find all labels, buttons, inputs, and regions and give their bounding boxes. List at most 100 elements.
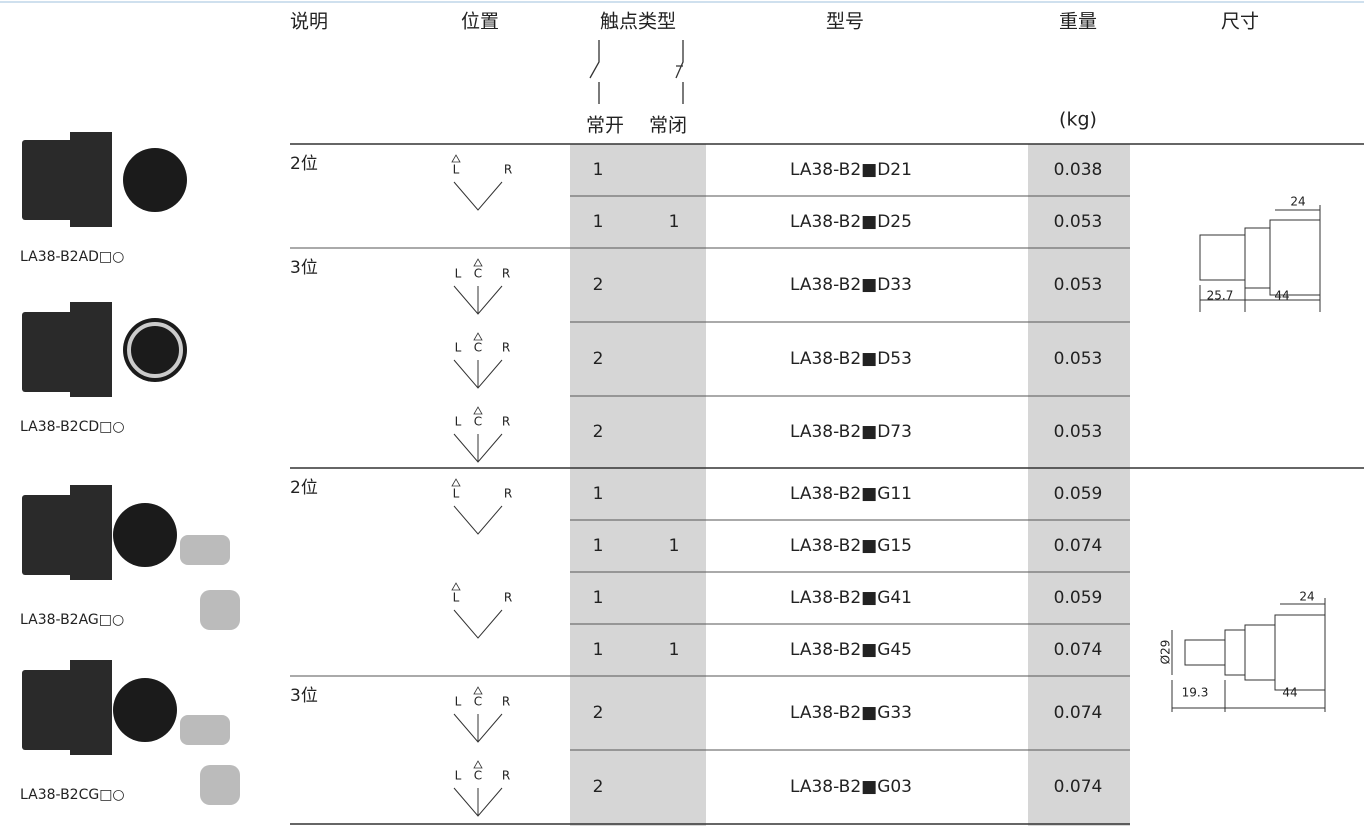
product-images bbox=[22, 132, 240, 805]
description: 2位 bbox=[290, 478, 318, 498]
contact-type: 常闭 bbox=[649, 115, 687, 137]
position-mark bbox=[473, 258, 483, 267]
weight: 0.038 bbox=[1054, 160, 1103, 180]
position-diagram bbox=[453, 713, 503, 743]
contact-symbols bbox=[589, 40, 684, 104]
dimension-label: 24 bbox=[1290, 195, 1305, 209]
product-label: LA38-B2AG□○ bbox=[20, 612, 124, 628]
model: LA38-B2■D21 bbox=[790, 160, 912, 180]
weight: 0.053 bbox=[1054, 422, 1103, 442]
position-label: L bbox=[455, 769, 462, 783]
model: LA38-B2■D73 bbox=[790, 422, 912, 442]
position-label: L bbox=[455, 341, 462, 355]
normally-closed: 1 bbox=[669, 212, 680, 232]
position-label: L bbox=[455, 695, 462, 709]
header: 型号 bbox=[826, 11, 864, 33]
position-label: R bbox=[502, 341, 510, 355]
weight: 0.059 bbox=[1054, 484, 1103, 504]
dimension-label: 44 bbox=[1282, 686, 1297, 700]
weight: 0.074 bbox=[1054, 703, 1103, 723]
position-label: L bbox=[453, 487, 460, 501]
position-mark bbox=[451, 154, 461, 163]
position-label: R bbox=[504, 163, 512, 177]
position-label: R bbox=[504, 487, 512, 501]
position-mark bbox=[451, 478, 461, 487]
position-diagram bbox=[453, 359, 503, 389]
weight: 0.059 bbox=[1054, 588, 1103, 608]
dimension-label: 19.3 bbox=[1182, 686, 1209, 700]
position-mark bbox=[473, 332, 483, 341]
normally-open: 2 bbox=[593, 777, 604, 797]
weight-column-bg bbox=[1028, 144, 1130, 826]
position-diagram bbox=[453, 433, 503, 463]
position-label: C bbox=[474, 695, 482, 709]
model: LA38-B2■G41 bbox=[790, 588, 912, 608]
model: LA38-B2■G11 bbox=[790, 484, 912, 504]
position-label: L bbox=[455, 267, 462, 281]
position-mark bbox=[473, 686, 483, 695]
position-label: R bbox=[502, 415, 510, 429]
position-mark bbox=[473, 760, 483, 769]
contact-type: 常开 bbox=[586, 115, 624, 137]
position-diagram bbox=[453, 787, 503, 817]
model: LA38-B2■D25 bbox=[790, 212, 912, 232]
weight: 0.053 bbox=[1054, 212, 1103, 232]
model: LA38-B2■G45 bbox=[790, 640, 912, 660]
weight-unit: (kg) bbox=[1059, 109, 1097, 131]
model: LA38-B2■G33 bbox=[790, 703, 912, 723]
model: LA38-B2■G15 bbox=[790, 536, 912, 556]
normally-open: 1 bbox=[593, 212, 604, 232]
normally-open: 2 bbox=[593, 703, 604, 723]
header: 触点类型 bbox=[600, 11, 676, 33]
product-label: LA38-B2CD□○ bbox=[20, 419, 125, 435]
dimension-label: 44 bbox=[1274, 289, 1289, 303]
normally-open: 1 bbox=[593, 484, 604, 504]
normally-open: 2 bbox=[593, 275, 604, 295]
normally-open: 1 bbox=[593, 160, 604, 180]
weight: 0.074 bbox=[1054, 536, 1103, 556]
model: LA38-B2■G03 bbox=[790, 777, 912, 797]
position-diagram bbox=[453, 505, 503, 535]
contact-column-bg bbox=[570, 144, 706, 826]
normally-open: 2 bbox=[593, 349, 604, 369]
description: 2位 bbox=[290, 154, 318, 174]
position-label: R bbox=[502, 695, 510, 709]
weight: 0.053 bbox=[1054, 275, 1103, 295]
weight: 0.074 bbox=[1054, 777, 1103, 797]
header: 尺寸 bbox=[1221, 11, 1259, 33]
normally-open: 2 bbox=[593, 422, 604, 442]
position-label: C bbox=[474, 769, 482, 783]
normally-closed: 1 bbox=[669, 536, 680, 556]
position-label: C bbox=[474, 341, 482, 355]
position-label: R bbox=[502, 769, 510, 783]
position-label: L bbox=[455, 415, 462, 429]
dimension-label: Ø29 bbox=[1159, 640, 1173, 665]
description: 3位 bbox=[290, 686, 318, 706]
position-label: C bbox=[474, 267, 482, 281]
dimension-drawings bbox=[1171, 205, 1326, 712]
model: LA38-B2■D53 bbox=[790, 349, 912, 369]
position-mark bbox=[473, 406, 483, 415]
position-label: C bbox=[474, 415, 482, 429]
weight: 0.074 bbox=[1054, 640, 1103, 660]
normally-open: 1 bbox=[593, 640, 604, 660]
product-label: LA38-B2CG□○ bbox=[20, 787, 125, 803]
position-diagram bbox=[453, 609, 503, 639]
header: 说明 bbox=[290, 11, 328, 33]
description: 3位 bbox=[290, 258, 318, 278]
normally-open: 1 bbox=[593, 536, 604, 556]
position-mark bbox=[451, 582, 461, 591]
normally-closed: 1 bbox=[669, 640, 680, 660]
dimension-label: 25.7 bbox=[1207, 289, 1234, 303]
position-label: R bbox=[504, 591, 512, 605]
header: 重量 bbox=[1059, 11, 1097, 33]
product-label: LA38-B2AD□○ bbox=[20, 249, 124, 265]
position-label: L bbox=[453, 163, 460, 177]
position-diagram bbox=[453, 285, 503, 315]
header: 位置 bbox=[461, 11, 499, 33]
normally-open: 1 bbox=[593, 588, 604, 608]
weight: 0.053 bbox=[1054, 349, 1103, 369]
model: LA38-B2■D33 bbox=[790, 275, 912, 295]
